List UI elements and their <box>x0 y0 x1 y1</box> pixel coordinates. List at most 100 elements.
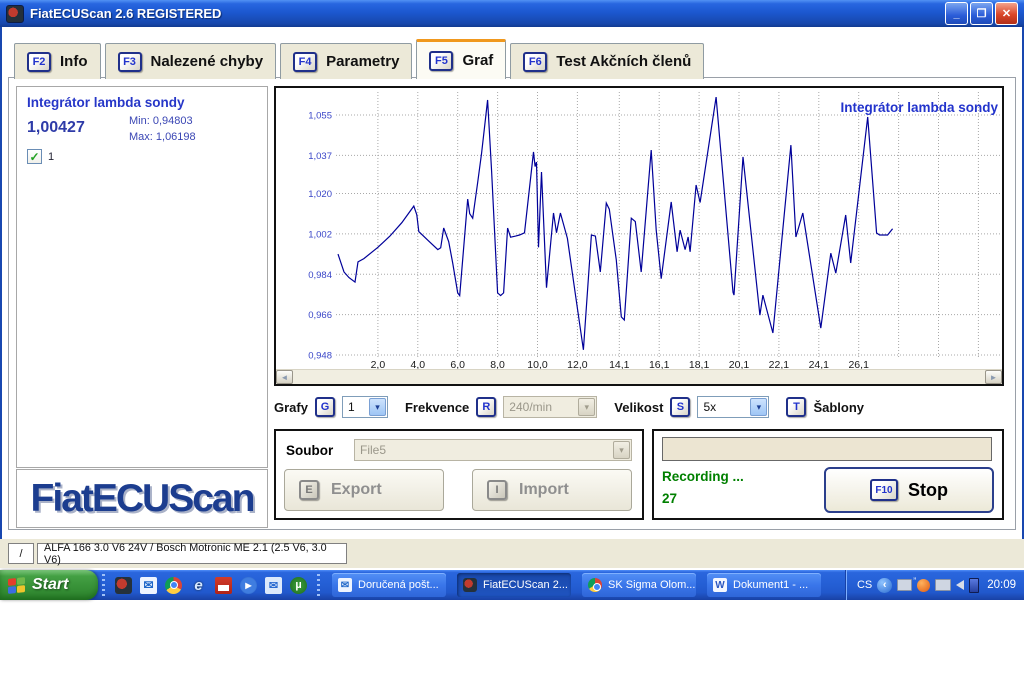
display-settings-icon[interactable] <box>935 579 952 591</box>
f6-keycap: F6 <box>523 51 548 72</box>
task-buttons: ✉ Doručená pošt... FiatECUScan 2... SK S… <box>332 573 821 597</box>
task-fiatecuscan[interactable]: FiatECUScan 2... <box>457 573 571 597</box>
recording-status: Recording ... <box>662 469 744 484</box>
scroll-left-arrow-icon[interactable]: ◄ <box>276 370 293 384</box>
soubor-label: Soubor <box>286 443 334 458</box>
velikost-label: Velikost <box>614 399 664 415</box>
frequency-select[interactable]: 240/min ▾ <box>503 396 598 418</box>
status-bar: / ALFA 166 3.0 V6 24V / Bosch Motronic M… <box>0 539 1024 568</box>
floppy-save-icon[interactable] <box>215 576 232 594</box>
tab-graf-label: Graf <box>462 52 494 69</box>
quick-launch-grip <box>102 574 105 596</box>
svg-text:1,020: 1,020 <box>308 189 332 200</box>
dropdown-arrow-icon[interactable]: ▾ <box>368 398 386 416</box>
start-button[interactable]: Start <box>0 570 98 600</box>
chart-title: Integrátor lambda sondy <box>840 100 998 115</box>
sensor-min-value: Min: 0,94803 <box>129 115 193 127</box>
lambda-series-line <box>337 97 894 350</box>
tab-test-akcnich-clenu[interactable]: F6 Test Akčních členů <box>510 43 705 79</box>
media-player-icon[interactable]: ▶ <box>240 576 257 594</box>
export-button-label: Export <box>331 481 382 498</box>
stop-button[interactable]: F10 Stop <box>824 467 994 513</box>
dropdown-arrow-icon: ▾ <box>578 398 596 416</box>
recording-counter: 27 <box>662 491 678 506</box>
svg-text:1,037: 1,037 <box>308 151 332 162</box>
graph-controls-row: Grafy G 1 ▾ Frekvence R 240/min ▾ Veliko… <box>274 393 1004 421</box>
svg-text:4,0: 4,0 <box>410 359 425 369</box>
file-select[interactable]: File5 ▾ <box>354 439 632 461</box>
taskbar-clock: 20:09 <box>987 579 1016 591</box>
dropdown-arrow-icon: ▾ <box>613 441 630 459</box>
utorrent-icon[interactable]: µ <box>290 576 307 594</box>
f4-keycap: F4 <box>293 51 318 72</box>
s-keycap[interactable]: S <box>670 397 691 417</box>
task-dorucena-posta[interactable]: ✉ Doručená pošt... <box>332 573 446 597</box>
title-bar: FiatECUScan 2.6 REGISTERED _ ❐ ✕ <box>0 0 1024 27</box>
start-button-label: Start <box>32 576 69 593</box>
graph-number-value: 1 <box>347 400 355 414</box>
sablony-label: Šablony <box>813 399 865 415</box>
frequency-value: 240/min <box>509 400 552 414</box>
svg-text:2,0: 2,0 <box>371 359 386 369</box>
task-dokument1[interactable]: W Dokument1 - ... <box>707 573 821 597</box>
size-value: 5x <box>703 400 717 414</box>
hide-icons-chevron-icon[interactable]: ‹ <box>877 577 893 593</box>
f2-keycap: F2 <box>27 51 51 72</box>
task-sk-sigma[interactable]: SK Sigma Olom... <box>582 573 696 597</box>
mail-app-icon[interactable]: ✉ <box>265 576 282 594</box>
tab-bar: F2 Info F3 Nalezené chyby F4 Parametry F… <box>14 39 705 79</box>
tab-nalezene-chyby-label: Nalezené chyby <box>150 53 264 70</box>
graph-number-select[interactable]: 1 ▾ <box>341 396 388 418</box>
i-keycap: I <box>487 480 507 500</box>
fiatecuscan-launcher-icon[interactable] <box>115 576 132 594</box>
svg-text:10,0: 10,0 <box>527 359 548 369</box>
size-select[interactable]: 5x ▾ <box>697 396 770 418</box>
taskbar: Start ✉ e ▶ ✉ µ ✉ Doručená pošt... FiatE… <box>0 570 1024 600</box>
tab-graf[interactable]: F5 Graf <box>416 39 507 79</box>
task-label: Doručená pošt... <box>358 579 439 591</box>
status-vehicle-cell: ALFA 166 3.0 V6 24V / Bosch Motronic ME … <box>37 542 347 566</box>
chart-scrollbar[interactable]: ◄ ► <box>276 369 1002 384</box>
word-icon: W <box>713 578 727 592</box>
recording-panel: Recording ... 27 F10 Stop <box>652 429 1004 520</box>
outlook-express-icon[interactable]: ✉ <box>140 576 157 594</box>
svg-text:16,1: 16,1 <box>649 359 670 369</box>
system-tray: CS ‹ 20:09 <box>845 570 1024 600</box>
tab-nalezene-chyby[interactable]: F3 Nalezené chyby <box>104 43 277 79</box>
file-panel: Soubor File5 ▾ E Export I Import <box>274 429 644 520</box>
stop-button-label: Stop <box>908 479 948 500</box>
t-keycap[interactable]: T <box>786 397 807 417</box>
internet-explorer-icon[interactable]: e <box>194 576 203 594</box>
svg-text:0,948: 0,948 <box>308 351 332 362</box>
scroll-right-arrow-icon[interactable]: ► <box>985 370 1002 384</box>
tab-info[interactable]: F2 Info <box>14 43 101 79</box>
channel-checkbox[interactable]: ✓ <box>27 149 42 164</box>
dropdown-arrow-icon[interactable]: ▾ <box>750 398 768 416</box>
minimize-button[interactable]: _ <box>945 2 968 25</box>
task-label: SK Sigma Olom... <box>608 579 696 591</box>
svg-text:12,0: 12,0 <box>567 359 588 369</box>
r-keycap[interactable]: R <box>476 397 497 417</box>
grafy-label: Grafy <box>274 399 308 415</box>
close-button[interactable]: ✕ <box>995 2 1018 25</box>
language-indicator[interactable]: CS <box>856 579 873 591</box>
import-button[interactable]: I Import <box>472 469 632 511</box>
antivirus-icon[interactable] <box>917 578 931 592</box>
device-status-icon[interactable] <box>969 577 980 593</box>
export-button[interactable]: E Export <box>284 469 444 511</box>
g-keycap[interactable]: G <box>314 397 335 417</box>
restore-button[interactable]: ❐ <box>970 2 993 25</box>
frekvence-label: Frekvence <box>404 399 470 415</box>
channel-checkbox-label: 1 <box>48 150 55 163</box>
svg-text:22,1: 22,1 <box>769 359 790 369</box>
chrome-icon[interactable] <box>165 576 182 594</box>
sensor-panel: Integrátor lambda sondy 1,00427 Min: 0,9… <box>16 86 268 468</box>
svg-text:20,1: 20,1 <box>729 359 750 369</box>
window-title: FiatECUScan 2.6 REGISTERED <box>30 6 222 21</box>
file-value: File5 <box>360 443 387 457</box>
tab-parametry[interactable]: F4 Parametry <box>280 43 413 79</box>
volume-icon[interactable] <box>956 580 965 590</box>
tab-test-akcnich-clenu-label: Test Akčních členů <box>556 53 692 70</box>
svg-text:1,002: 1,002 <box>308 229 332 240</box>
network-activity-icon[interactable] <box>897 576 916 591</box>
